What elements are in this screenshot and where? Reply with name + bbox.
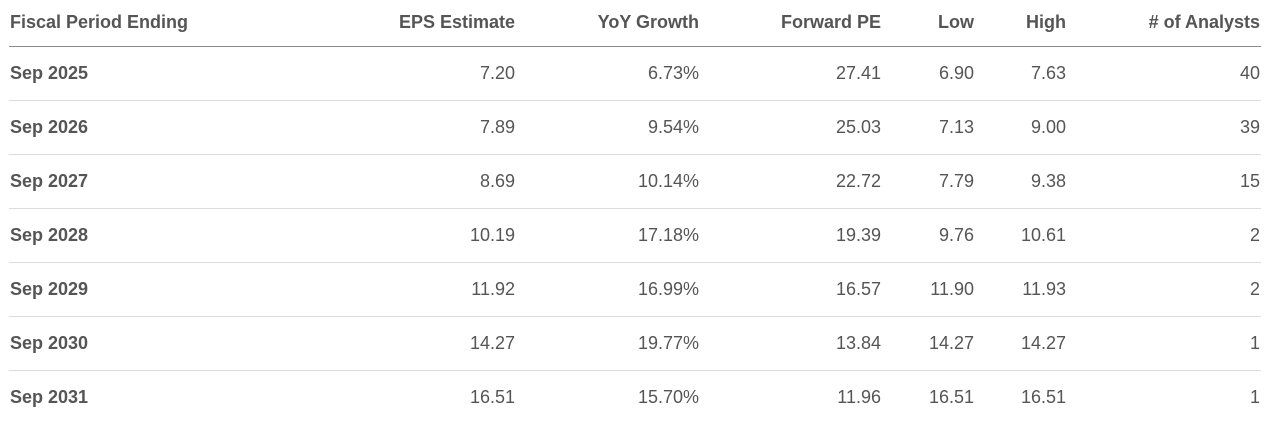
table-row: Sep 2031 16.51 15.70% 11.96 16.51 16.51 …: [9, 370, 1261, 424]
cell-analysts: 40: [1067, 46, 1261, 101]
cell-fiscal-period: Sep 2026: [9, 100, 249, 155]
cell-yoy-growth: 16.99%: [516, 262, 700, 317]
cell-high: 7.63: [975, 46, 1067, 101]
header-analysts: # of Analysts: [1067, 0, 1261, 47]
cell-fiscal-period: Sep 2025: [9, 46, 249, 101]
cell-low: 11.90: [882, 262, 975, 317]
cell-forward-pe: 25.03: [700, 100, 882, 155]
header-high: High: [975, 0, 1067, 47]
cell-high: 10.61: [975, 208, 1067, 263]
cell-yoy-growth: 6.73%: [516, 46, 700, 101]
cell-high: 14.27: [975, 316, 1067, 371]
cell-yoy-growth: 17.18%: [516, 208, 700, 263]
cell-eps-estimate: 8.69: [249, 154, 516, 209]
cell-analysts: 1: [1249, 386, 1260, 407]
cell-low: 6.90: [882, 46, 975, 101]
cell-analysts: 2: [1067, 262, 1261, 317]
header-eps-estimate: EPS Estimate: [249, 0, 516, 47]
table-row: Sep 2028 10.19 17.18% 19.39 9.76 10.61 2: [9, 208, 1261, 263]
table-row: Sep 2029 11.92 16.99% 16.57 11.90 11.93 …: [9, 262, 1261, 317]
header-low: Low: [882, 0, 975, 47]
cell-analysts: 2: [1067, 208, 1261, 263]
cell-analysts: 39: [1067, 100, 1261, 155]
cell-eps-estimate: 7.89: [249, 100, 516, 155]
cell-high: 9.38: [975, 154, 1067, 209]
cell-high: 11.93: [975, 262, 1067, 317]
cell-forward-pe: 11.96: [837, 386, 881, 407]
cell-forward-pe: 22.72: [700, 154, 882, 209]
cell-eps-estimate: 11.92: [249, 262, 516, 317]
table-row: Sep 2027 8.69 10.14% 22.72 7.79 9.38 15: [9, 154, 1261, 209]
cell-low: 9.76: [882, 208, 975, 263]
cell-eps-estimate: 16.51: [469, 386, 515, 407]
cell-forward-pe: 19.39: [700, 208, 882, 263]
cell-yoy-growth: 15.70%: [637, 386, 699, 407]
cell-yoy-growth: 9.54%: [516, 100, 700, 155]
cell-eps-estimate: 7.20: [249, 46, 516, 101]
header-forward-pe: Forward PE: [700, 0, 882, 47]
header-yoy-growth: YoY Growth: [516, 0, 700, 47]
cell-low: 14.27: [882, 316, 975, 371]
cell-analysts: 1: [1067, 316, 1261, 371]
cell-high: 9.00: [975, 100, 1067, 155]
table-row: Sep 2025 7.20 6.73% 27.41 6.90 7.63 40: [9, 46, 1261, 101]
cell-yoy-growth: 19.77%: [516, 316, 700, 371]
table-row: Sep 2026 7.89 9.54% 25.03 7.13 9.00 39: [9, 100, 1261, 155]
cell-eps-estimate: 14.27: [249, 316, 516, 371]
cell-yoy-growth: 10.14%: [516, 154, 700, 209]
table-header-row: Fiscal Period Ending EPS Estimate YoY Gr…: [9, 0, 1261, 47]
cell-fiscal-period: Sep 2031: [10, 386, 89, 407]
cell-fiscal-period: Sep 2027: [9, 154, 249, 209]
cell-fiscal-period: Sep 2028: [9, 208, 249, 263]
cell-fiscal-period: Sep 2030: [9, 316, 249, 371]
cell-eps-estimate: 10.19: [249, 208, 516, 263]
eps-estimates-table-container: Fiscal Period Ending EPS Estimate YoY Gr…: [9, 0, 1261, 424]
cell-forward-pe: 16.57: [700, 262, 882, 317]
cell-low: 7.13: [882, 100, 975, 155]
cell-low: 16.51: [928, 386, 974, 407]
cell-forward-pe: 13.84: [700, 316, 882, 371]
cell-analysts: 15: [1067, 154, 1261, 209]
cell-high: 16.51: [1020, 386, 1066, 407]
cell-fiscal-period: Sep 2029: [9, 262, 249, 317]
cell-low: 7.79: [882, 154, 975, 209]
table-row: Sep 2030 14.27 19.77% 13.84 14.27 14.27 …: [9, 316, 1261, 371]
eps-estimates-table: Fiscal Period Ending EPS Estimate YoY Gr…: [9, 0, 1261, 424]
header-fiscal-period: Fiscal Period Ending: [9, 0, 249, 47]
cell-forward-pe: 27.41: [700, 46, 882, 101]
